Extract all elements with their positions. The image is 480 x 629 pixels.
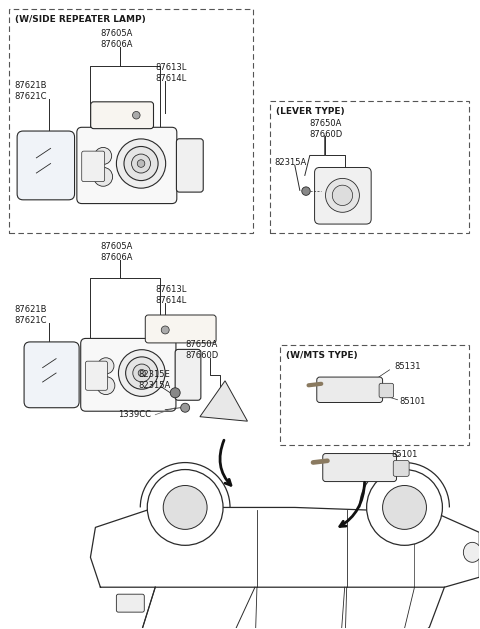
- Text: 85131: 85131: [395, 362, 421, 371]
- FancyBboxPatch shape: [393, 460, 409, 476]
- Text: 87660D: 87660D: [185, 351, 218, 360]
- Text: 87614L: 87614L: [155, 296, 187, 305]
- Circle shape: [119, 350, 165, 396]
- Text: 87650A: 87650A: [185, 340, 217, 349]
- Bar: [9, 9, 253, 233]
- Bar: [280, 345, 469, 445]
- Text: (W/SIDE REPEATER LAMP): (W/SIDE REPEATER LAMP): [15, 15, 145, 24]
- FancyBboxPatch shape: [85, 361, 108, 390]
- Text: 87650A: 87650A: [310, 119, 342, 128]
- Circle shape: [325, 179, 360, 213]
- Circle shape: [383, 486, 426, 530]
- Circle shape: [95, 147, 112, 165]
- Circle shape: [332, 185, 353, 206]
- Text: 87621C: 87621C: [15, 92, 47, 101]
- Circle shape: [124, 147, 158, 181]
- Circle shape: [163, 486, 207, 530]
- Text: 82315E: 82315E: [138, 370, 170, 379]
- Text: 87613L: 87613L: [155, 285, 187, 294]
- FancyBboxPatch shape: [24, 342, 79, 408]
- Circle shape: [132, 154, 151, 173]
- Text: 87605A: 87605A: [100, 29, 133, 38]
- Circle shape: [117, 139, 166, 188]
- FancyBboxPatch shape: [379, 383, 394, 398]
- FancyBboxPatch shape: [116, 594, 144, 612]
- Text: 87613L: 87613L: [155, 63, 187, 72]
- Text: 1339CC: 1339CC: [119, 409, 151, 419]
- Text: 87606A: 87606A: [100, 40, 133, 49]
- Text: 85101: 85101: [399, 397, 426, 406]
- FancyBboxPatch shape: [175, 349, 201, 400]
- Circle shape: [137, 160, 145, 167]
- Circle shape: [97, 377, 115, 394]
- FancyBboxPatch shape: [145, 315, 216, 343]
- Circle shape: [133, 364, 151, 382]
- Text: 87605A: 87605A: [100, 242, 133, 251]
- FancyBboxPatch shape: [82, 151, 105, 182]
- Text: 87621B: 87621B: [15, 81, 47, 90]
- Circle shape: [302, 187, 310, 196]
- Text: 82315A: 82315A: [138, 381, 170, 390]
- FancyBboxPatch shape: [314, 167, 371, 224]
- Text: 87621C: 87621C: [15, 316, 47, 325]
- Circle shape: [98, 358, 114, 374]
- Circle shape: [126, 357, 158, 389]
- Text: 87660D: 87660D: [310, 130, 343, 138]
- Text: 87621B: 87621B: [15, 305, 47, 314]
- Circle shape: [147, 470, 223, 545]
- Circle shape: [161, 326, 169, 334]
- FancyBboxPatch shape: [81, 338, 176, 411]
- Polygon shape: [200, 381, 248, 421]
- Bar: [270, 101, 469, 233]
- Ellipse shape: [463, 542, 480, 562]
- Text: 85101: 85101: [392, 450, 418, 459]
- Circle shape: [132, 111, 140, 119]
- FancyBboxPatch shape: [177, 139, 203, 192]
- Circle shape: [367, 470, 443, 545]
- Circle shape: [138, 369, 145, 377]
- FancyBboxPatch shape: [323, 454, 396, 482]
- Circle shape: [180, 403, 190, 412]
- Circle shape: [94, 167, 113, 186]
- FancyBboxPatch shape: [77, 127, 177, 204]
- Text: (W/MTS TYPE): (W/MTS TYPE): [286, 351, 358, 360]
- Text: 87606A: 87606A: [100, 253, 133, 262]
- Text: 87614L: 87614L: [155, 74, 187, 82]
- Text: 82315A: 82315A: [274, 159, 306, 167]
- FancyBboxPatch shape: [317, 377, 383, 403]
- FancyBboxPatch shape: [91, 102, 154, 129]
- FancyBboxPatch shape: [17, 131, 74, 200]
- Text: (LEVER TYPE): (LEVER TYPE): [276, 106, 345, 116]
- Circle shape: [170, 388, 180, 398]
